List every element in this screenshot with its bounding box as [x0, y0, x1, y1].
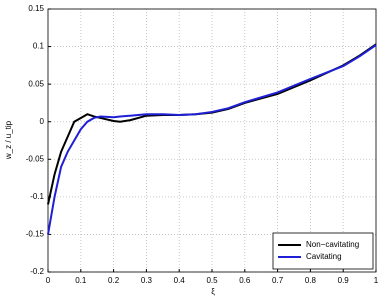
- x-tick-label: 0.3: [141, 276, 153, 285]
- series-line: [47, 43, 377, 205]
- x-axis-label: ξ: [211, 287, 215, 296]
- x-tick-label: 0.8: [305, 276, 317, 285]
- y-tick-label: -0.2: [30, 267, 44, 276]
- x-tick-label: 0.2: [108, 276, 120, 285]
- y-tick-label: -0.05: [26, 154, 45, 163]
- legend-label: Non−cavitating: [306, 240, 359, 249]
- y-tick-label: -0.15: [26, 230, 45, 239]
- x-tick-label: 0.4: [174, 276, 186, 285]
- axes-frame: [47, 8, 377, 273]
- y-tick-label: 0: [40, 117, 45, 126]
- y-tick-label: 0.05: [28, 79, 44, 88]
- legend-label: Cavitating: [306, 252, 342, 261]
- x-tick-label: 0: [46, 276, 51, 285]
- y-axis-label: w_z / u_tip: [4, 120, 13, 160]
- y-tick-label: 0.15: [28, 4, 44, 13]
- x-tick-label: 0.6: [239, 276, 251, 285]
- x-tick-label: 0.1: [75, 276, 87, 285]
- x-tick-label: 0.9: [338, 276, 350, 285]
- x-tick-label: 1: [374, 276, 379, 285]
- y-tick-label: 0.1: [33, 42, 45, 51]
- legend-box: [272, 232, 374, 270]
- x-tick-label: 0.7: [272, 276, 284, 285]
- series-line: [47, 44, 377, 235]
- x-tick-label: 0.5: [206, 276, 218, 285]
- y-tick-label: -0.1: [30, 192, 44, 201]
